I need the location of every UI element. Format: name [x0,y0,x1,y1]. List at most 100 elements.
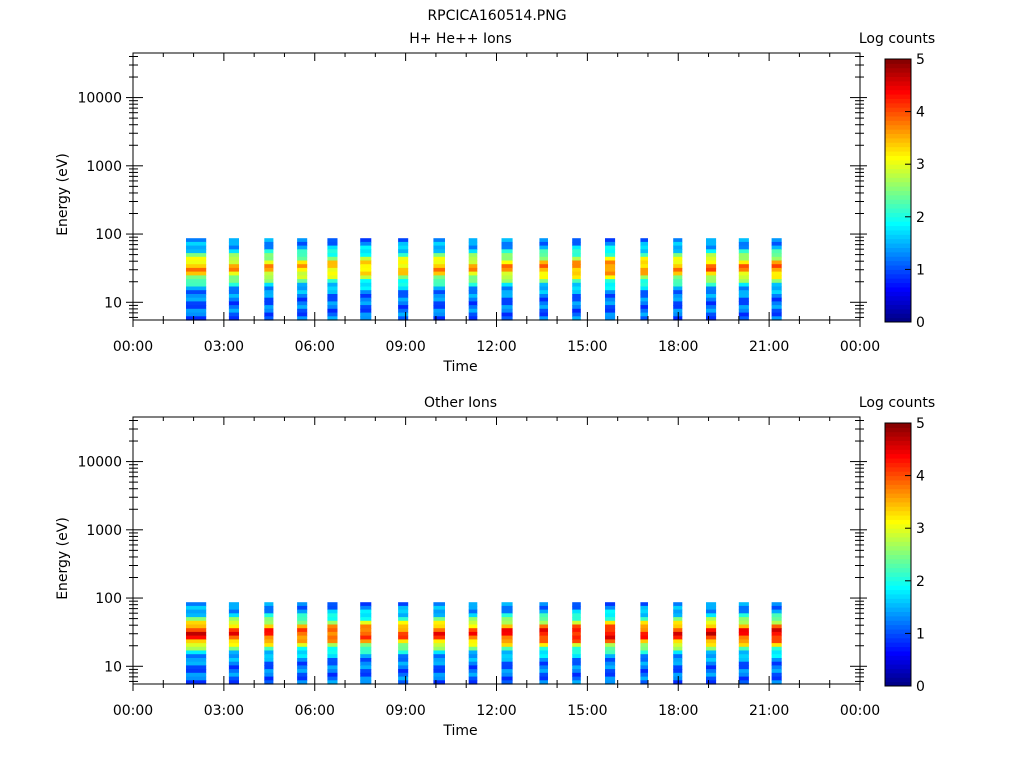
spectrogram-cell [468,617,478,622]
colorbar-segment [885,98,911,104]
spectrogram-cell [771,620,782,626]
spectrogram-cell [297,680,308,685]
spectrogram-cell [706,650,717,655]
colorbar-segment [885,273,911,279]
spectrogram-cell [771,245,782,250]
spectrogram-cell [468,676,478,681]
spectrogram-cell [605,316,616,321]
spectrogram-cell [501,271,513,276]
colorbar-segment [885,519,911,525]
y-axis-label: Energy (eV) [55,153,71,236]
spectrogram-cell [706,308,717,314]
spectrogram-cell [501,672,513,678]
spectrogram-cell [771,260,782,265]
spectrogram-cell [539,267,548,273]
colorbar-segment [885,449,911,455]
spectrogram-cell [539,290,548,295]
spectrogram-cell [228,609,239,614]
spectrogram-cell [673,602,683,607]
spectrogram-cell [771,672,782,678]
spectrogram-cell [771,290,782,295]
spectrogram-cell [706,631,717,637]
spectrogram-cell [771,241,782,247]
spectrogram-cell [539,609,548,614]
spectrogram-cell [501,646,513,652]
spectrogram-cell [539,676,548,681]
spectrogram-cell [398,282,409,288]
x-tick-label: 18:00 [658,339,698,355]
spectrogram-cell [605,605,616,611]
spectrogram-cell [360,267,372,273]
spectrogram-cell [433,639,445,644]
spectrogram-cell [640,635,648,640]
spectrogram-cell [468,658,478,663]
spectrogram-cell [468,602,478,607]
spectrogram-cell [264,650,274,655]
spectrogram-cell [297,275,308,280]
spectrogram-cell [738,639,749,644]
spectrogram-cell [360,661,372,666]
spectrogram-cell [327,672,338,678]
spectrogram-cell [228,245,239,250]
spectrogram-cell [605,297,616,302]
spectrogram-cell [640,628,648,633]
spectrogram-cell [640,661,648,666]
colorbar-tick-label: 4 [916,469,925,485]
spectrogram-cell [572,605,581,611]
spectrogram-cell [706,676,717,681]
colorbar-segment [885,212,911,218]
spectrogram-cell [539,654,548,659]
spectrogram-cell [327,646,338,652]
spectrogram-burst [706,602,717,685]
spectrogram-cell [327,297,338,302]
spectrogram-cell [738,635,749,640]
spectrogram-cell [539,275,548,280]
spectrogram-cell [468,665,478,670]
spectrogram-cell [706,680,717,685]
colorbar-segment [885,269,911,275]
spectrogram-cell [501,602,513,607]
colorbar-segment [885,317,911,323]
spectrogram-cell [398,308,409,314]
spectrogram-cell [297,245,308,250]
colorbar-segment [885,488,911,494]
spectrogram-cell [264,631,274,637]
spectrogram-cell [572,631,581,637]
spectrogram-cell [539,264,548,269]
colorbar-segment [885,611,911,617]
spectrogram-cell [360,613,372,618]
colorbar-frame [884,422,912,687]
colorbar-segment [885,607,911,612]
spectrogram-cell [572,305,581,310]
colorbar-segment [885,423,911,428]
spectrogram-cell [501,680,513,685]
spectrogram-cell [468,301,478,306]
spectrogram-cell [468,643,478,648]
spectrogram-cell [539,643,548,648]
spectrogram-cell [706,661,717,666]
spectrogram-cell [539,658,548,663]
spectrogram-cell [297,241,308,247]
spectrogram-cell [771,650,782,655]
spectrogram-cell [228,253,239,258]
spectrogram-cell [327,279,338,284]
spectrogram-cell [572,294,581,299]
spectrogram-cell [468,639,478,644]
colorbar-segment [885,475,911,481]
colorbar-label: Log counts [859,395,935,411]
colorbar-segment [885,576,911,582]
colorbar-segment [885,133,911,139]
spectrogram-cell [771,665,782,670]
spectrogram-cell [706,279,717,284]
spectrogram-cell [640,620,648,626]
colorbar-segment [885,545,911,551]
spectrogram-cell [640,669,648,674]
spectrogram-cell [706,620,717,626]
spectrogram-cell [771,617,782,622]
spectrogram-cell [738,245,749,250]
spectrogram-cell [673,635,683,640]
spectrogram-cell [297,282,308,288]
spectrogram-cell [501,609,513,614]
colorbar-segment [885,216,911,222]
spectrogram-cell [186,654,207,659]
